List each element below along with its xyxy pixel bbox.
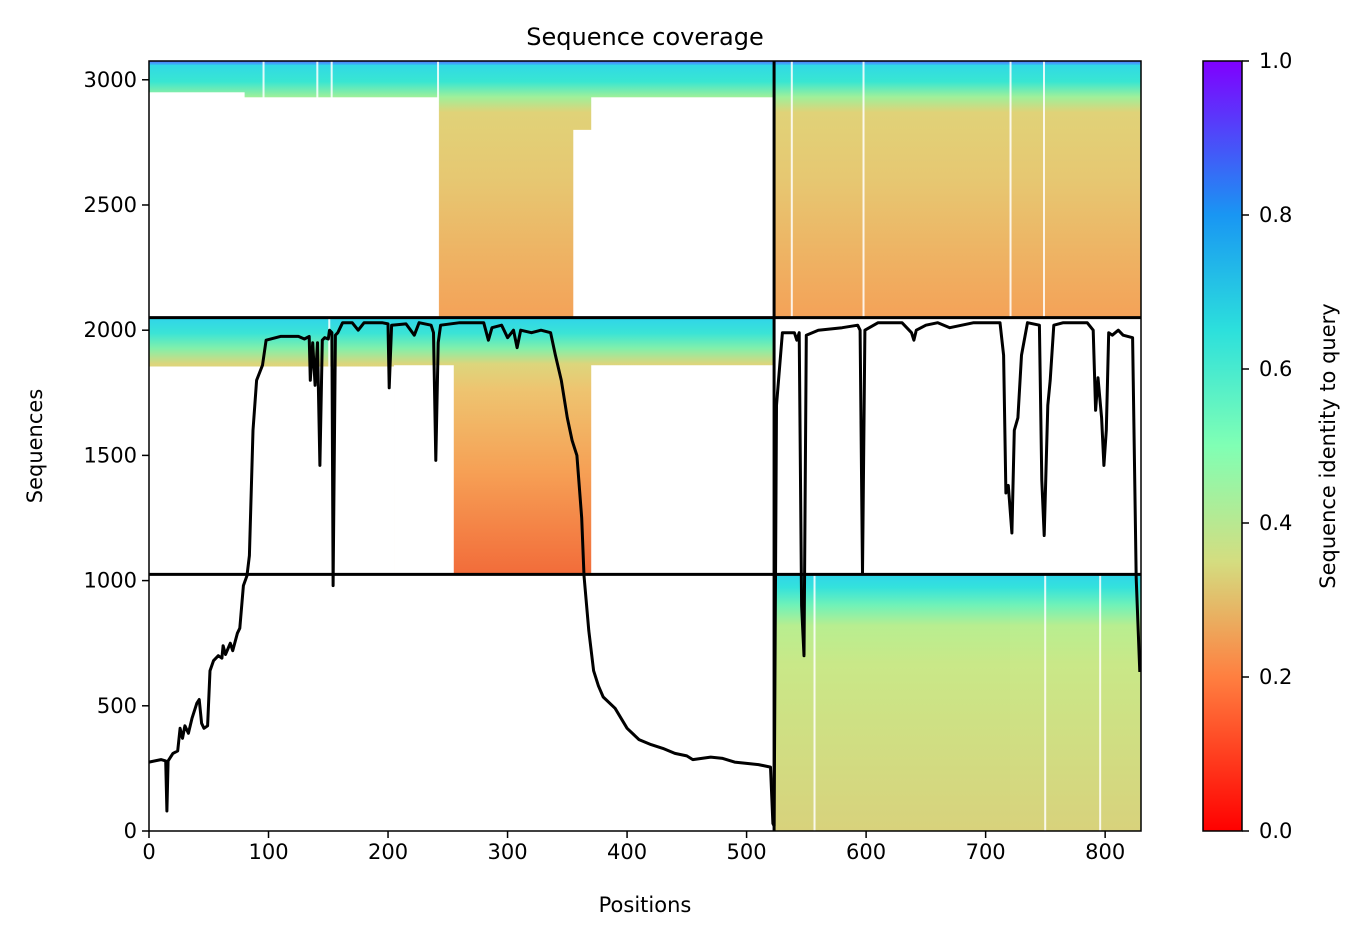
x-tick-label: 200 xyxy=(368,840,408,864)
gap-streak-5 xyxy=(862,61,865,318)
x-tick-label: 800 xyxy=(1085,840,1125,864)
colorbar-tick-label: 0.6 xyxy=(1259,357,1292,381)
gap-chain2-mid xyxy=(774,317,1141,575)
colorbar: 0.0 0.2 0.4 0.6 0.8 1.0 Sequence identity to … xyxy=(1202,49,1340,843)
gap-streak-9 xyxy=(1044,574,1047,831)
chart-title: Sequence coverage xyxy=(526,23,763,51)
chain2-block xyxy=(774,61,1141,318)
y-tick-label: 1500 xyxy=(84,443,137,467)
gap-chain1-bottom xyxy=(149,574,775,831)
y-tick-label: 0 xyxy=(124,819,137,843)
colorbar-tick-label: 1.0 xyxy=(1259,49,1292,73)
chain2-bottom-block xyxy=(774,574,1141,831)
x-axis-label: Positions xyxy=(599,893,692,917)
colorbar-label: Sequence identity to query xyxy=(1316,303,1340,588)
x-tick-label: 0 xyxy=(142,840,155,864)
gap-left-top-2 xyxy=(149,92,245,318)
gap-left-mid xyxy=(149,366,395,575)
y-tick-label: 3000 xyxy=(84,68,137,92)
colorbar-ticks: 0.0 0.2 0.4 0.6 0.8 1.0 xyxy=(1242,49,1292,843)
gap-streak-6 xyxy=(1009,61,1012,318)
gap-streak-4 xyxy=(790,61,793,318)
y-tick-label: 1000 xyxy=(84,569,137,593)
gap-streak-3 xyxy=(437,61,440,318)
x-tick-label: 700 xyxy=(966,840,1006,864)
y-tick-label: 500 xyxy=(97,694,137,718)
gap-streak-2 xyxy=(330,61,333,318)
colorbar-tick-label: 0.8 xyxy=(1259,203,1292,227)
colorbar-tick-label: 0.4 xyxy=(1259,511,1292,535)
gap-streak-10 xyxy=(1099,574,1102,831)
gap-streak-7 xyxy=(1042,61,1045,318)
y-tick-label: 2500 xyxy=(84,193,137,217)
top-identity-band xyxy=(149,61,1141,65)
heatmap-gaps xyxy=(149,61,1141,831)
coverage-line xyxy=(148,321,1142,828)
y-axis-label: Sequences xyxy=(23,389,47,504)
x-tick-label: 300 xyxy=(488,840,528,864)
x-axis: 0 100 200 300 400 500 600 700 800 xyxy=(142,831,1125,864)
y-axis: 0 500 1000 1500 2000 2500 3000 xyxy=(84,68,149,843)
x-tick-label: 400 xyxy=(607,840,647,864)
gap-streak-11 xyxy=(328,317,331,575)
y-tick-label: 2000 xyxy=(84,318,137,342)
x-tick-label: 100 xyxy=(248,840,288,864)
gap-streak-8 xyxy=(813,574,816,831)
gap-streak-0 xyxy=(262,61,265,318)
gap-right-mid xyxy=(591,365,775,575)
gap-right-top-1 xyxy=(591,97,775,318)
colorbar-gradient xyxy=(1202,60,1243,832)
plot-frame xyxy=(148,60,1142,832)
gap-streak-1 xyxy=(316,61,319,318)
x-tick-label: 500 xyxy=(727,840,767,864)
gap-left-mid-2 xyxy=(394,365,454,575)
colorbar-tick-label: 0.0 xyxy=(1259,819,1292,843)
x-tick-label: 600 xyxy=(846,840,886,864)
gap-right-top-2 xyxy=(573,129,604,318)
colorbar-tick-label: 0.2 xyxy=(1259,665,1292,689)
